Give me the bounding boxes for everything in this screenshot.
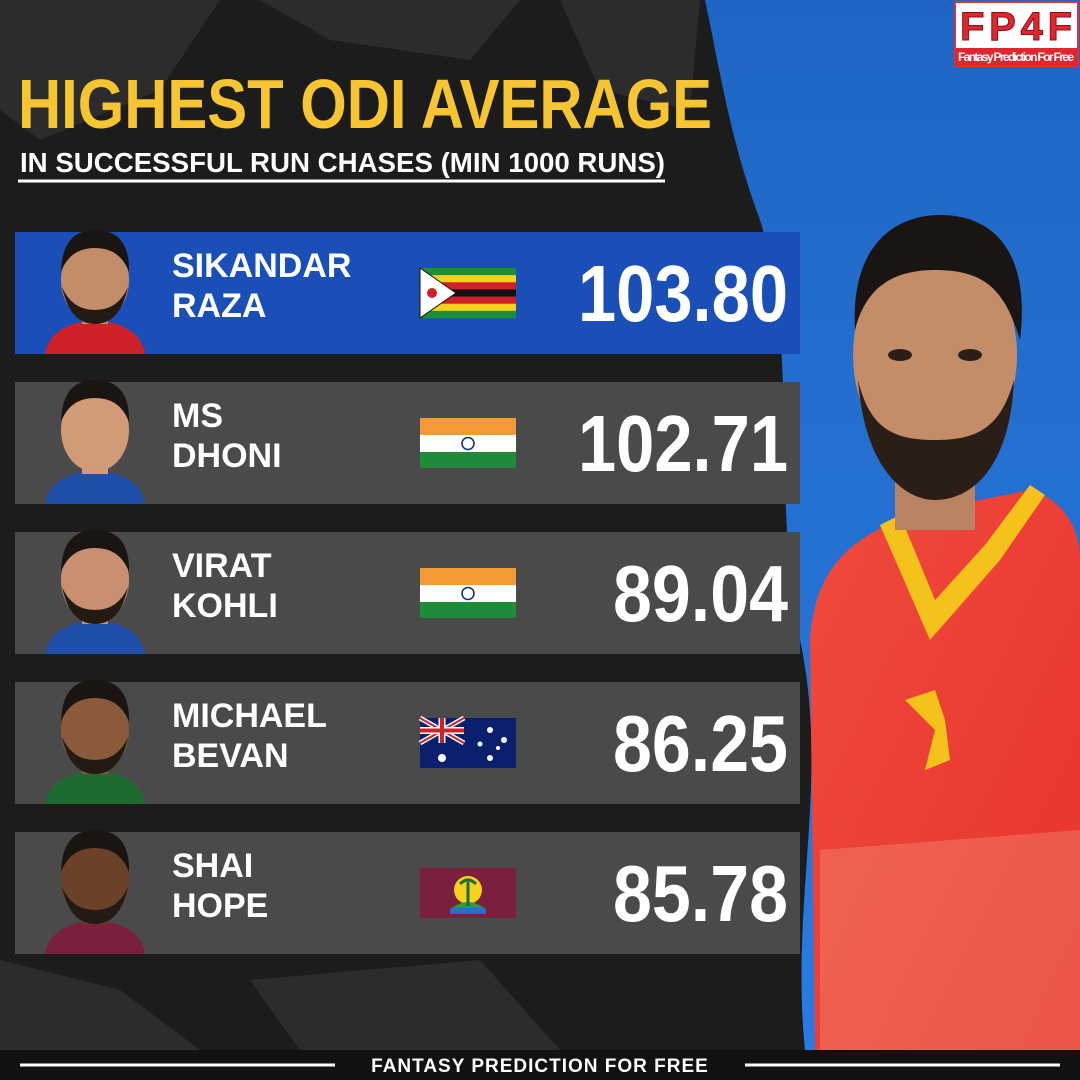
photo-shoulders — [45, 320, 145, 354]
player-photo — [45, 380, 145, 504]
country-flag — [420, 418, 516, 468]
player-name: DHONI — [172, 437, 282, 475]
country-flag — [419, 267, 516, 319]
flag-stripe — [420, 418, 516, 435]
flag-star — [438, 754, 446, 762]
flag-chakra — [461, 586, 475, 601]
photo-face — [61, 538, 129, 622]
photo-beard — [62, 737, 128, 774]
average-value: 86.25 — [613, 699, 788, 788]
average-value: 102.71 — [578, 399, 788, 488]
featured-player — [810, 215, 1080, 1050]
flag-stripe — [420, 296, 516, 305]
row-background — [15, 832, 800, 954]
player-name: KOHLI — [172, 587, 278, 625]
photo-shoulders — [45, 620, 145, 654]
flag-stripe — [420, 452, 516, 468]
flag-stripe — [420, 289, 516, 297]
player-name: MS — [172, 397, 223, 435]
photo-shoulders — [45, 920, 145, 954]
flag-stripe — [420, 585, 516, 602]
country-flag — [420, 868, 516, 918]
logo-tagline: Fantasy Prediction For Free — [958, 50, 1074, 64]
flag-sea — [450, 908, 486, 914]
row-background — [15, 532, 800, 654]
flag-chakra — [461, 436, 475, 451]
flag-stripe — [420, 275, 516, 283]
photo-face — [61, 238, 129, 322]
average-value: 85.78 — [613, 849, 788, 938]
row-background — [15, 682, 800, 804]
flag-stripe — [420, 303, 516, 312]
average-value: 103.80 — [578, 249, 788, 338]
row-background — [15, 382, 800, 504]
photo-hair — [61, 530, 130, 572]
photo-hair — [61, 830, 130, 872]
photo-face — [61, 838, 129, 922]
player-photo — [45, 830, 145, 954]
flag-stripe — [420, 602, 516, 618]
player-name: HOPE — [172, 887, 268, 925]
country-flag — [420, 568, 516, 618]
flag-emblem — [427, 288, 437, 298]
flag-cross — [420, 718, 464, 743]
player-photo — [45, 230, 145, 354]
player-name: RAZA — [172, 287, 266, 325]
photo-beard — [62, 287, 128, 324]
photo-hair — [61, 230, 130, 272]
row-background — [15, 232, 800, 354]
player-name: BEVAN — [172, 737, 289, 775]
country-flag — [418, 715, 516, 768]
photo-shoulders — [45, 770, 145, 804]
player-photo — [45, 530, 145, 654]
flag-star — [487, 755, 493, 761]
logo: FP4F Fantasy Prediction For Free — [954, 1, 1079, 67]
average-value: 89.04 — [613, 549, 788, 638]
flag-triangle — [419, 267, 457, 319]
footer-text: FANTASY PREDICTION FOR FREE — [371, 1056, 709, 1077]
player-name: SIKANDAR — [172, 247, 351, 285]
flag-stripe — [420, 268, 516, 276]
photo-hair — [61, 380, 130, 422]
photo-beard — [62, 587, 128, 624]
photo-hair — [61, 680, 130, 722]
flag-star — [501, 737, 507, 743]
flag-stripe — [420, 282, 516, 290]
player-name: MICHAEL — [172, 697, 327, 735]
title: HIGHEST ODI AVERAGE — [18, 65, 712, 143]
subtitle: IN SUCCESSFUL RUN CHASES (MIN 1000 RUNS) — [20, 147, 665, 178]
flag-stripe — [420, 310, 516, 319]
flag-star — [487, 727, 493, 733]
flag-stripe — [420, 435, 516, 452]
rock-texture — [0, 0, 700, 1050]
logo-band — [955, 48, 1078, 66]
photo-face — [61, 688, 129, 772]
flag-star — [477, 741, 483, 747]
flag-palm — [458, 878, 478, 906]
photo-beard — [62, 887, 128, 924]
player-name: SHAI — [172, 847, 253, 885]
flag-star — [496, 746, 500, 750]
photo-face — [61, 388, 129, 472]
player-photo — [45, 680, 145, 804]
photo-shoulders — [45, 470, 145, 504]
flag-stripe — [420, 568, 516, 585]
player-name: VIRAT — [172, 547, 272, 585]
